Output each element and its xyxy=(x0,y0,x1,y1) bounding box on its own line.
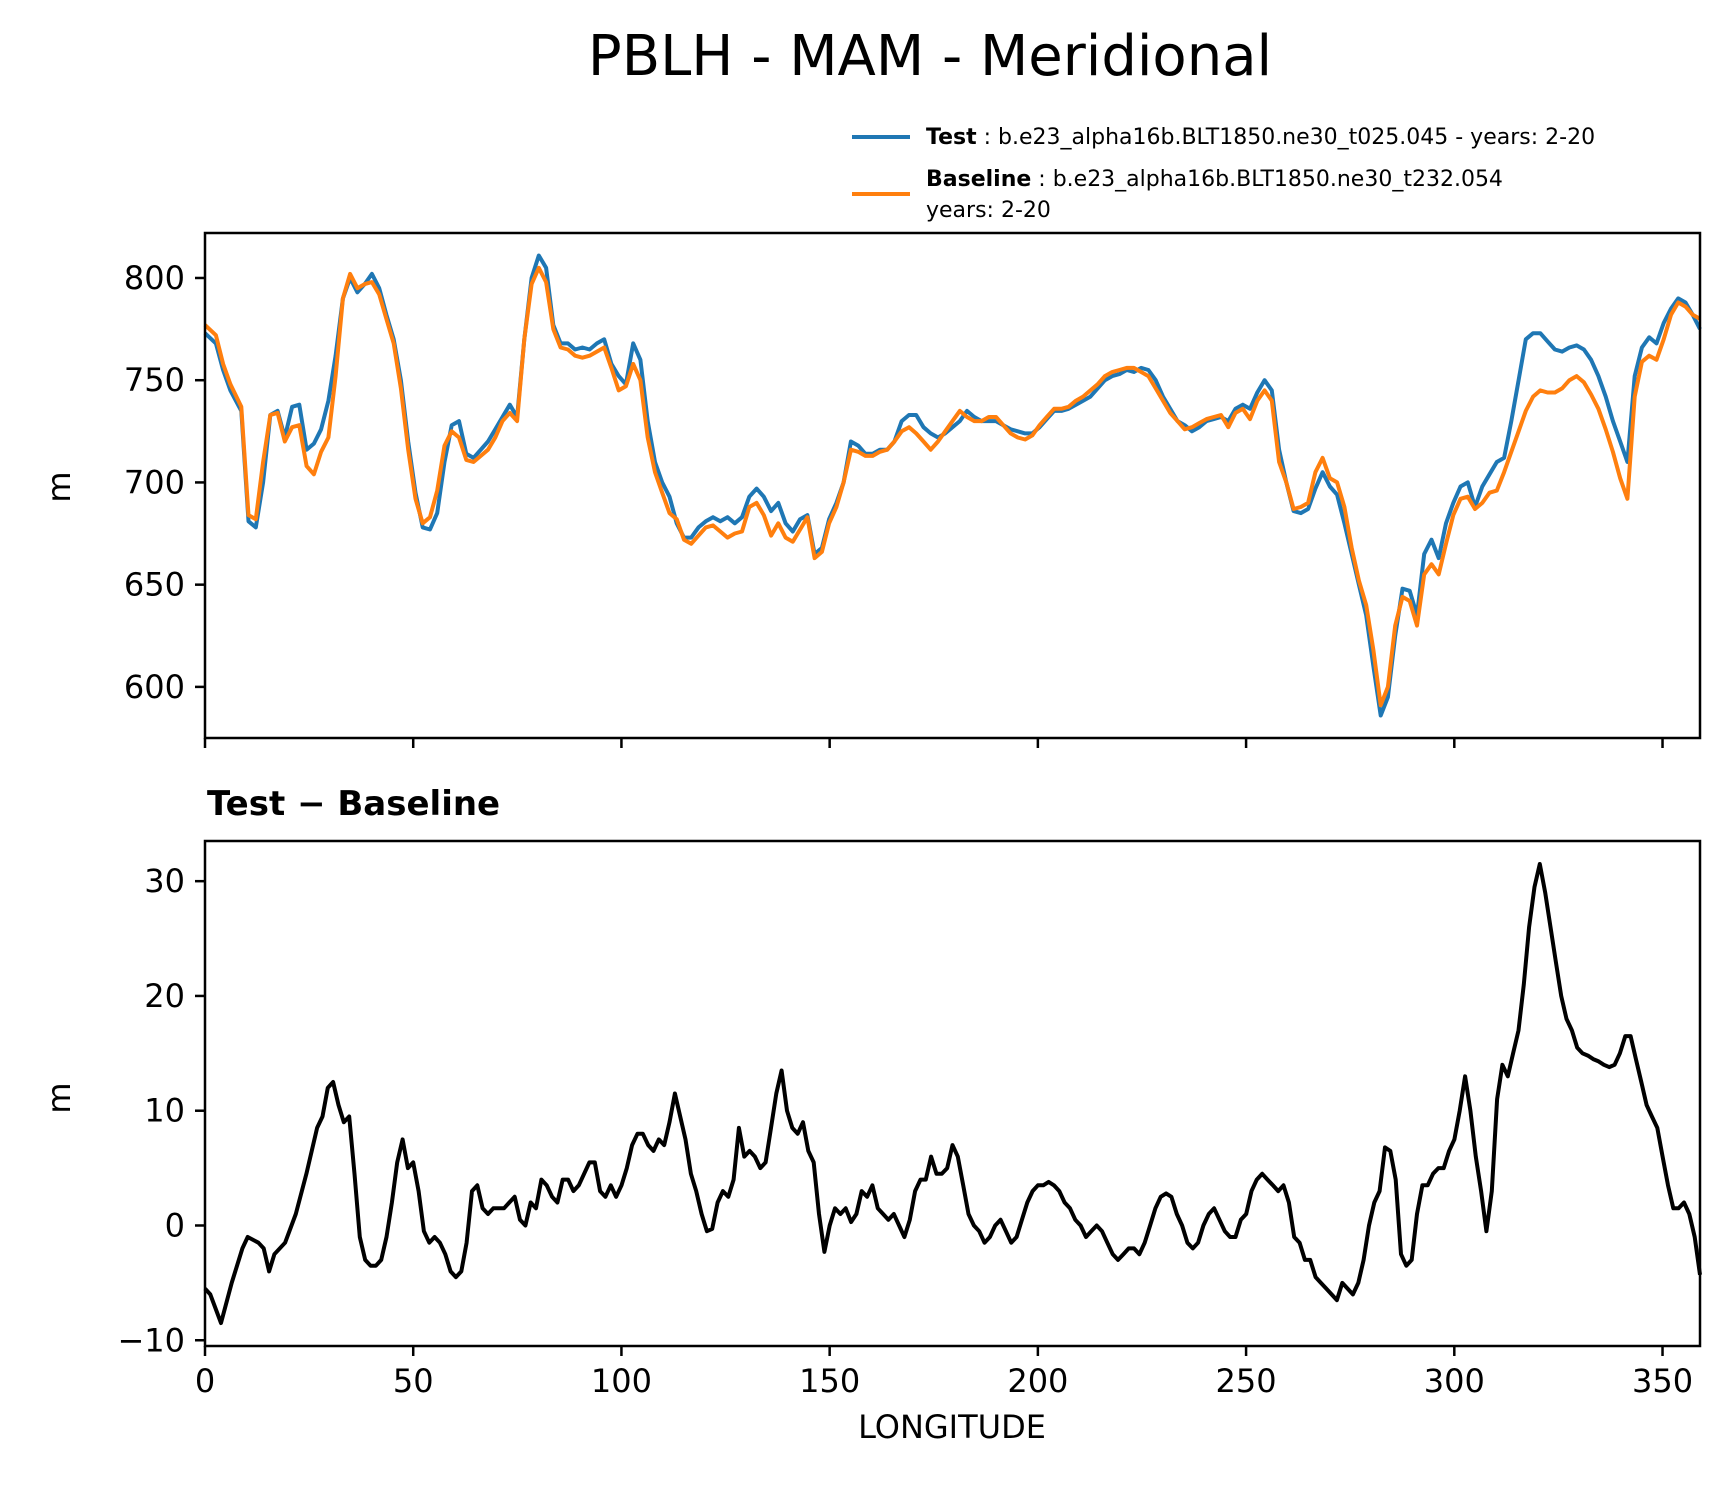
top-y-tick-label: 800 xyxy=(124,259,185,297)
top-plot-frame xyxy=(203,231,1702,740)
bot-y-tick-label: 30 xyxy=(144,862,185,900)
bot-y-tick-label: 0 xyxy=(165,1206,185,1244)
bot-y-tick-label: −10 xyxy=(117,1321,185,1359)
bot-x-tick-label: 50 xyxy=(393,1362,434,1400)
bottom-panel-title: Test − Baseline xyxy=(207,784,500,824)
top-y-axis-label: m xyxy=(40,471,78,502)
bot-x-tick-label: 0 xyxy=(195,1362,215,1400)
bottom-x-ticks: 0 50 100 150 200 250 300 350 xyxy=(195,1346,1693,1400)
bot-x-tick-label: 100 xyxy=(591,1362,652,1400)
bottom-panel: Test − Baseline −10 0 10 20 30 0 50 100 150 200 2… xyxy=(40,784,1702,1446)
top-y-tick-label: 600 xyxy=(124,668,185,706)
series-line-baseline xyxy=(203,265,1701,708)
top-y-tick-label: 650 xyxy=(124,566,185,604)
bottom-y-axis-label: m xyxy=(40,1082,78,1113)
top-panel: 600 650 700 750 800 m xyxy=(40,231,1702,748)
series-line-difference xyxy=(203,862,1702,1325)
legend-baseline-text: : b.e23_alpha16b.BLT1850.ne30_t232.054 xyxy=(1031,167,1503,192)
bottom-y-ticks: −10 0 10 20 30 xyxy=(117,862,205,1359)
legend: Test : b.e23_alpha16b.BLT1850.ne30_t025.… xyxy=(852,125,1595,223)
legend-baseline-label: Baseline : b.e23_alpha16b.BLT1850.ne30_t… xyxy=(926,167,1503,192)
legend-baseline-name: Baseline xyxy=(926,167,1031,192)
series-line-test xyxy=(203,253,1702,718)
figure-title: PBLH - MAM - Meridional xyxy=(588,24,1272,89)
top-y-ticks: 600 650 700 750 800 xyxy=(124,259,205,706)
top-x-ticks xyxy=(203,738,1664,748)
legend-baseline-years: years: 2-20 xyxy=(926,198,1051,223)
top-y-tick-label: 750 xyxy=(124,361,185,399)
bot-y-tick-label: 20 xyxy=(144,977,185,1015)
x-axis-label: LONGITUDE xyxy=(858,1408,1046,1446)
top-y-tick-label: 700 xyxy=(124,463,185,501)
bot-x-tick-label: 250 xyxy=(1216,1362,1277,1400)
legend-test-name: Test xyxy=(926,125,977,150)
bot-x-tick-label: 300 xyxy=(1424,1362,1485,1400)
bottom-plot-frame xyxy=(203,839,1702,1348)
bot-x-tick-label: 200 xyxy=(1007,1362,1068,1400)
bot-x-tick-label: 150 xyxy=(799,1362,860,1400)
bot-x-tick-label: 350 xyxy=(1632,1362,1693,1400)
bot-y-tick-label: 10 xyxy=(144,1092,185,1130)
legend-test-label: Test : b.e23_alpha16b.BLT1850.ne30_t025.… xyxy=(926,125,1595,150)
legend-test-text: : b.e23_alpha16b.BLT1850.ne30_t025.045 -… xyxy=(977,125,1595,150)
